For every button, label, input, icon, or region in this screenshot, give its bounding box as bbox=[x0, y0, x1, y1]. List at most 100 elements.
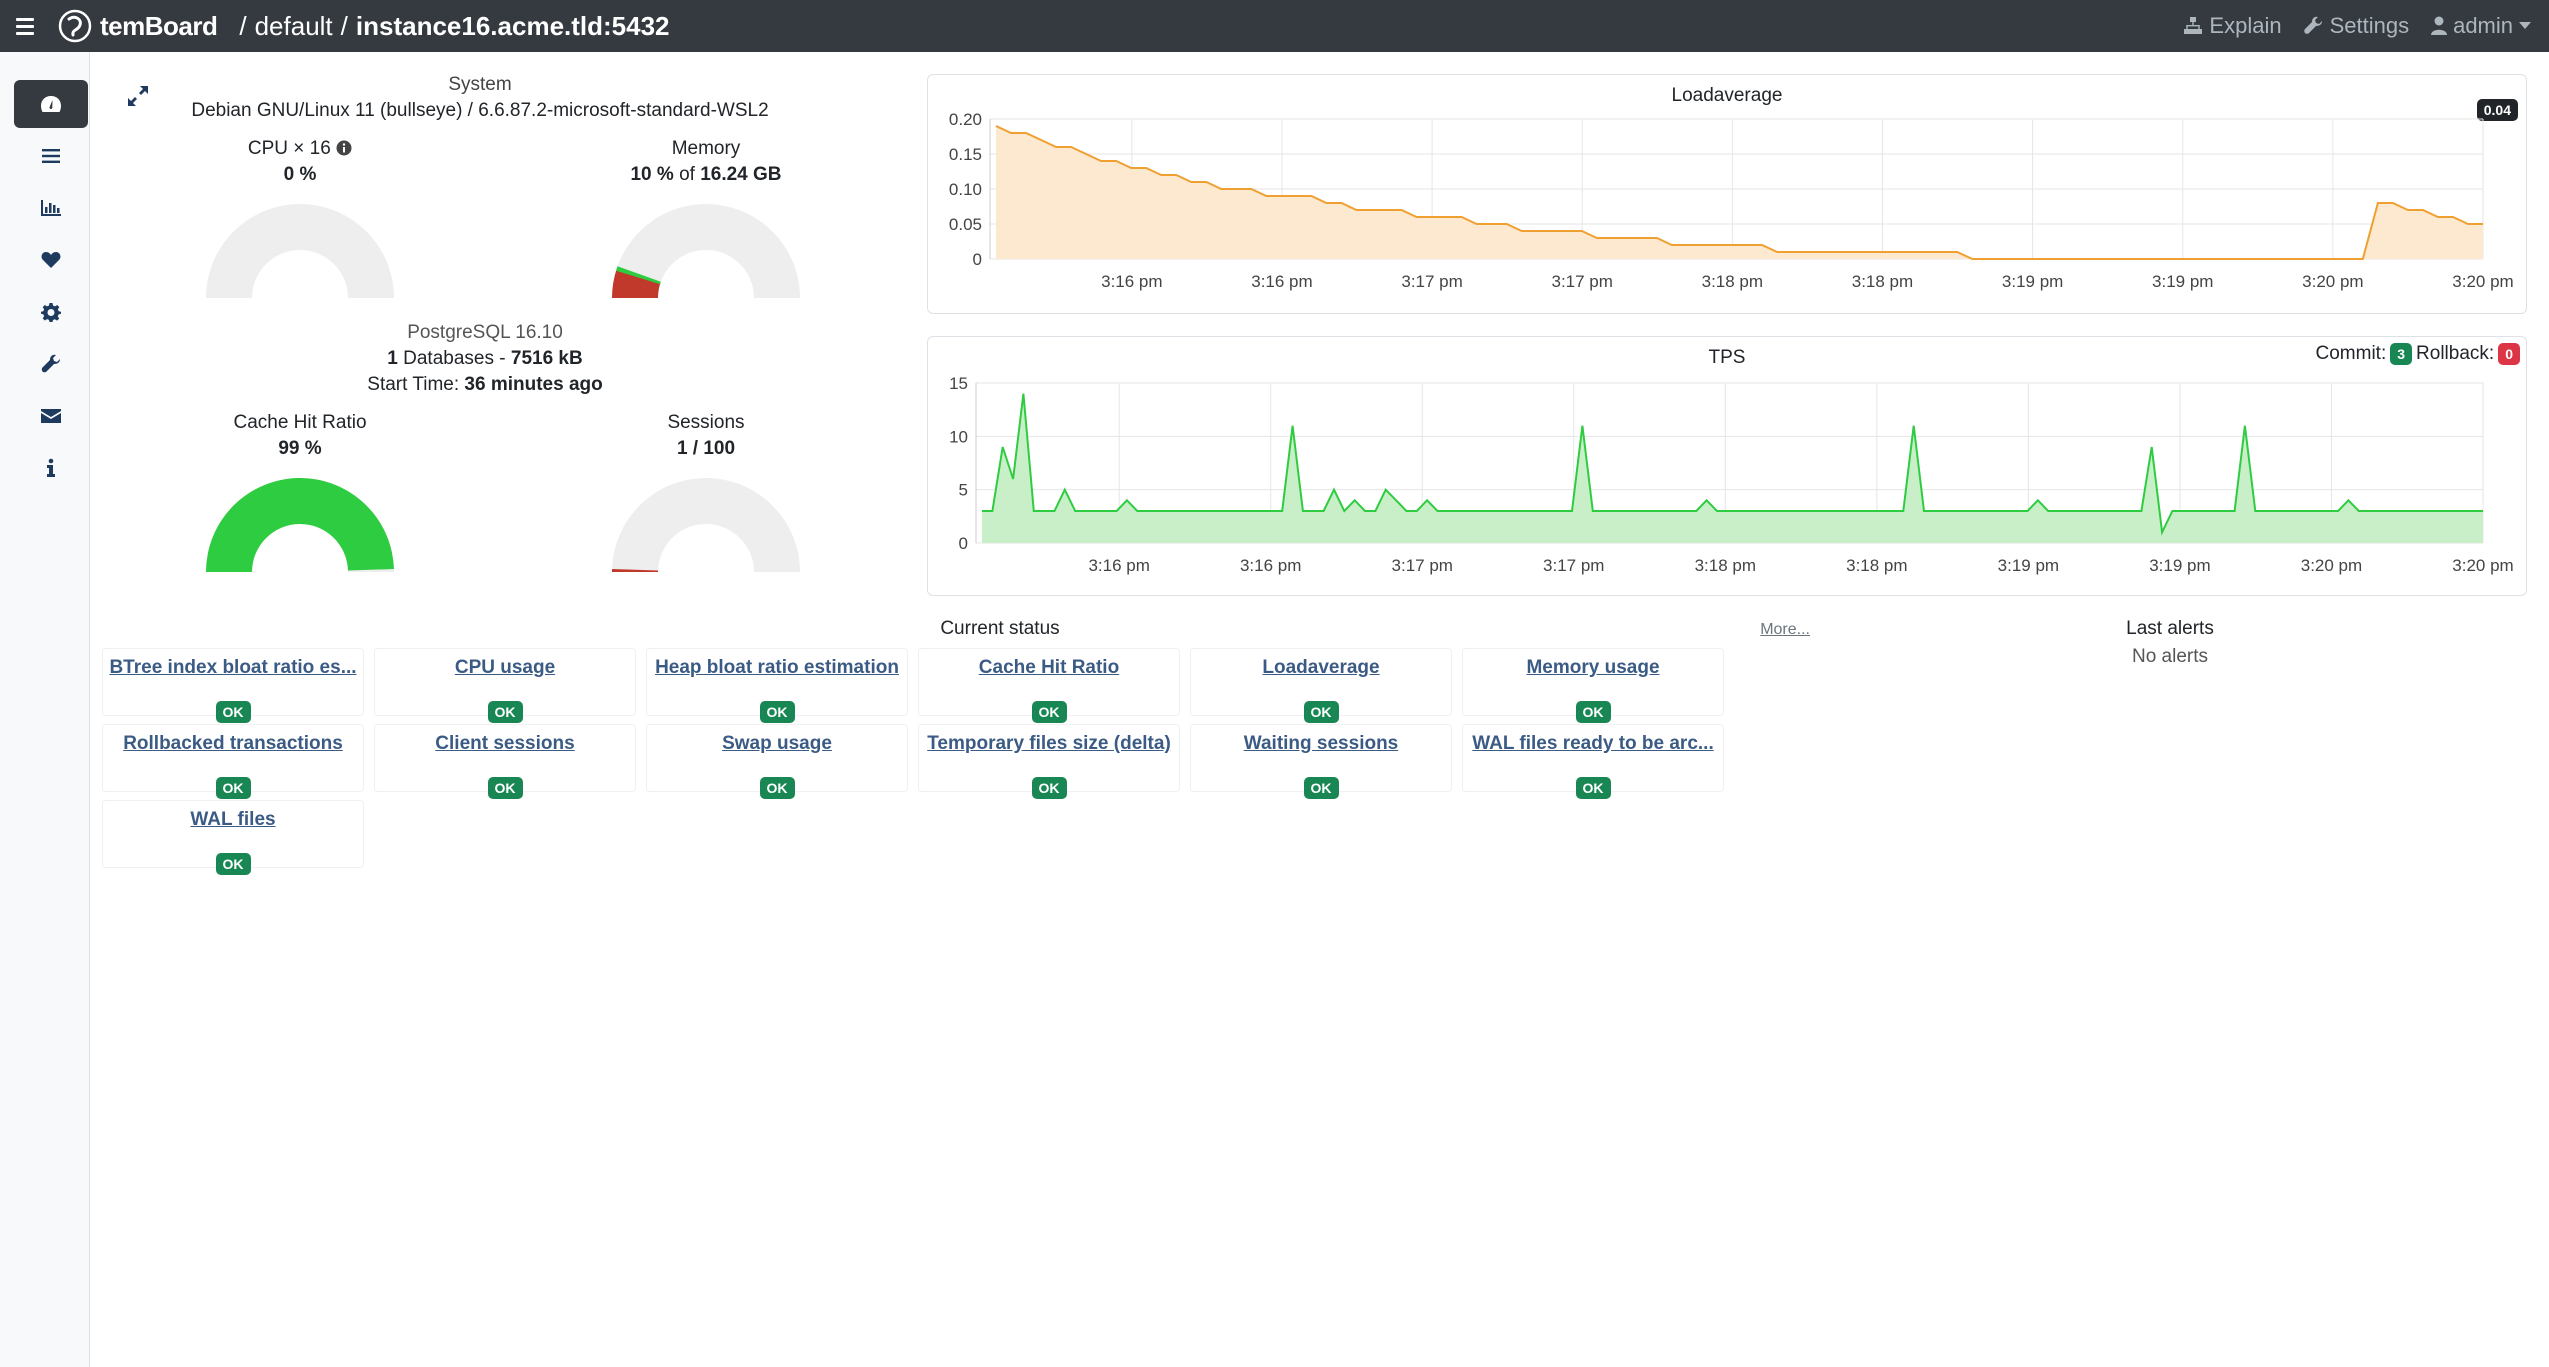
cache-hit-gauge: Cache Hit Ratio 99 % bbox=[170, 412, 430, 574]
cpu-value: 0 % bbox=[283, 164, 317, 185]
breadcrumb-group[interactable]: default bbox=[254, 10, 333, 41]
status-item-link[interactable]: Loadaverage bbox=[1262, 657, 1380, 678]
postgres-version: PostgreSQL 16.10 bbox=[407, 322, 563, 343]
loadaverage-title: Loadaverage bbox=[1671, 85, 1783, 106]
x-tick-label: 3:20 pm bbox=[2302, 272, 2363, 291]
sidebar-item-maintenance[interactable] bbox=[14, 340, 88, 388]
status-item: Heap bloat ratio estimation OK bbox=[646, 648, 908, 723]
sidebar-item-notifications[interactable] bbox=[14, 392, 88, 440]
status-item-link[interactable]: BTree index bloat ratio es... bbox=[109, 657, 357, 678]
sidebar-item-about[interactable] bbox=[14, 444, 88, 492]
status-item: Loadaverage OK bbox=[1190, 648, 1452, 723]
gauge-marker bbox=[616, 266, 661, 285]
status-ok-badge: OK bbox=[215, 701, 251, 723]
last-alerts: Last alerts No alerts bbox=[2020, 618, 2320, 668]
status-ok-badge: OK bbox=[1031, 701, 1067, 723]
status-item-link[interactable]: Client sessions bbox=[435, 733, 575, 754]
system-title: System bbox=[448, 74, 512, 95]
memory-total: 16.24 GB bbox=[700, 164, 782, 185]
sidebar-item-monitoring[interactable] bbox=[14, 184, 88, 232]
db-size: 7516 kB bbox=[510, 348, 583, 369]
sitemap-icon bbox=[2184, 17, 2203, 34]
tps-title: TPS bbox=[1708, 347, 1746, 368]
status-item-link[interactable]: Temporary files size (delta) bbox=[927, 733, 1171, 754]
loadaverage-chart[interactable]: 0.20 0.15 0.10 0.05 0 3:16 pm 3:16 pm 3:17 pm 3:… bbox=[928, 75, 2528, 315]
status-item-link[interactable]: Waiting sessions bbox=[1243, 733, 1399, 754]
dashboard-icon bbox=[41, 96, 61, 112]
x-tick-label: 3:17 pm bbox=[1392, 556, 1453, 575]
breadcrumb-instance[interactable]: instance16.acme.tld:5432 bbox=[355, 10, 670, 41]
about-info-icon bbox=[47, 458, 55, 477]
fullscreen-expand-icon[interactable] bbox=[126, 84, 150, 108]
caret-down-icon bbox=[2519, 22, 2531, 29]
temboard-logo-icon bbox=[58, 9, 92, 43]
system-os: Debian GNU/Linux 11 (bullseye) / 6.6.87.… bbox=[191, 100, 769, 121]
status-ok-badge: OK bbox=[1575, 701, 1611, 723]
sidebar-item-dashboard[interactable] bbox=[14, 80, 88, 128]
status-ok-badge: OK bbox=[759, 701, 795, 723]
sidebar-item-configuration[interactable] bbox=[14, 288, 88, 336]
x-tick-label: 3:18 pm bbox=[1852, 272, 1913, 291]
more-link[interactable]: More... bbox=[1760, 621, 1810, 638]
x-tick-label: 3:17 pm bbox=[1552, 272, 1613, 291]
x-tick-label: 3:16 pm bbox=[1251, 272, 1312, 291]
status-item: Rollbacked transactions OK bbox=[102, 724, 364, 799]
no-alerts-text: No alerts bbox=[2131, 646, 2209, 667]
status-item-link[interactable]: Swap usage bbox=[722, 733, 832, 754]
y-tick-label: 10 bbox=[949, 427, 968, 446]
memory-percent: 10 % bbox=[630, 164, 674, 185]
configuration-gear-icon bbox=[41, 303, 61, 322]
explain-label: Explain bbox=[2209, 13, 2282, 38]
cache-value: 99 % bbox=[278, 438, 322, 459]
monitoring-chart-icon bbox=[41, 200, 61, 216]
status-item-link[interactable]: WAL files ready to be arc... bbox=[1472, 733, 1714, 754]
sidebar-item-status[interactable] bbox=[14, 236, 88, 284]
status-item-link[interactable]: Heap bloat ratio estimation bbox=[655, 657, 899, 678]
x-tick-label: 3:17 pm bbox=[1401, 272, 1462, 291]
loadaverage-current-badge: 0.04 bbox=[2476, 99, 2518, 121]
status-ok-badge: OK bbox=[1031, 777, 1067, 799]
x-tick-label: 3:20 pm bbox=[2301, 556, 2362, 575]
x-tick-label: 3:20 pm bbox=[2452, 556, 2513, 575]
maintenance-wrench-icon bbox=[41, 354, 60, 373]
status-item-link[interactable]: Cache Hit Ratio bbox=[978, 657, 1120, 678]
sidebar bbox=[0, 52, 90, 1367]
gauge-track bbox=[612, 204, 800, 298]
status-ok-badge: OK bbox=[1303, 777, 1339, 799]
menu-toggle-icon[interactable] bbox=[16, 11, 46, 41]
series-line bbox=[995, 125, 2483, 260]
brand[interactable]: temBoard bbox=[58, 9, 218, 43]
status-item: WAL files OK bbox=[102, 800, 364, 875]
tps-chart[interactable]: 15 10 5 0 3:16 pm 3:16 pm 3:17 pm 3:17 pm 3:18 p… bbox=[928, 337, 2528, 597]
status-item-link[interactable]: Memory usage bbox=[1526, 657, 1660, 678]
series-area bbox=[982, 393, 2483, 543]
status-ok-badge: OK bbox=[215, 777, 251, 799]
user-menu[interactable]: admin bbox=[2431, 13, 2531, 39]
gauge-fill bbox=[612, 268, 661, 298]
user-icon bbox=[2431, 16, 2448, 35]
explain-link[interactable]: Explain bbox=[2183, 13, 2282, 39]
sidebar-item-activity[interactable] bbox=[14, 132, 88, 180]
status-item: Swap usage OK bbox=[646, 724, 908, 799]
db-count: 1 bbox=[387, 348, 398, 369]
info-circle-icon[interactable] bbox=[336, 140, 352, 156]
x-tick-label: 3:19 pm bbox=[2149, 556, 2210, 575]
wrench-icon bbox=[2303, 16, 2322, 34]
status-ok-badge: OK bbox=[759, 777, 795, 799]
status-item: Client sessions OK bbox=[374, 724, 636, 799]
status-item: BTree index bloat ratio es... OK bbox=[102, 648, 364, 723]
x-tick-label: 3:18 pm bbox=[1702, 272, 1763, 291]
status-item-link[interactable]: WAL files bbox=[190, 809, 276, 830]
status-ok-badge: OK bbox=[487, 701, 523, 723]
activity-list-icon bbox=[42, 149, 60, 163]
x-tick-label: 3:16 pm bbox=[1240, 556, 1301, 575]
x-tick-label: 3:16 pm bbox=[1088, 556, 1149, 575]
status-item-link[interactable]: CPU usage bbox=[454, 657, 556, 678]
settings-link[interactable]: Settings bbox=[2303, 13, 2409, 39]
status-item-link[interactable]: Rollbacked transactions bbox=[123, 733, 343, 754]
x-tick-label: 3:20 pm bbox=[2452, 272, 2513, 291]
memory-gauge-arc bbox=[612, 204, 800, 298]
status-heart-icon bbox=[41, 252, 61, 268]
sessions-label: Sessions bbox=[667, 412, 745, 433]
current-status-title: Current status bbox=[940, 618, 1060, 639]
